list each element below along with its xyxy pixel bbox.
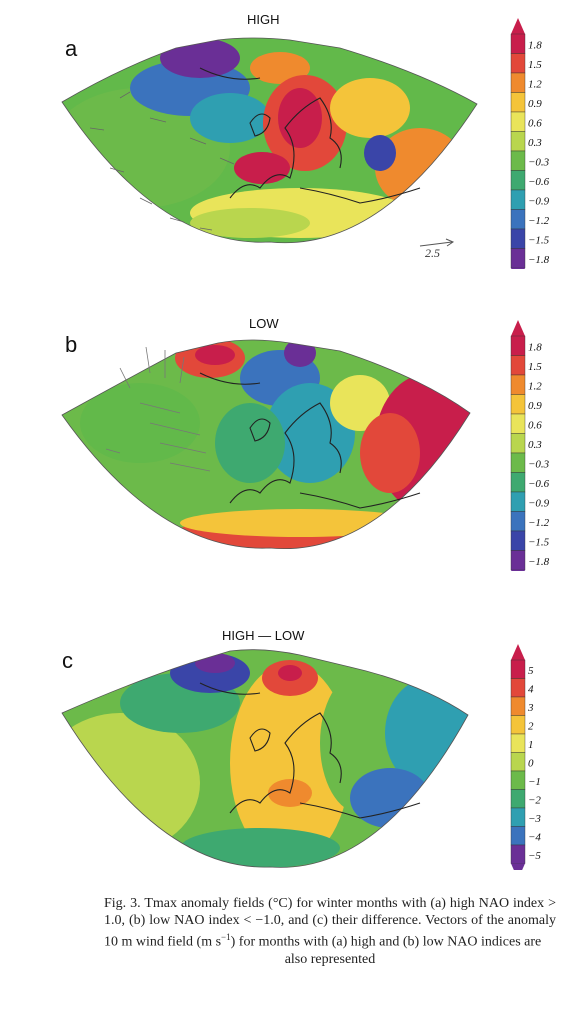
colorbar-swatch bbox=[510, 511, 526, 532]
colorbar-tick-label: 2 bbox=[528, 720, 534, 732]
colorbar-swatch bbox=[510, 189, 526, 210]
panel-a-letter: a bbox=[65, 36, 78, 61]
colorbar-top-arrow bbox=[511, 320, 525, 336]
panel-a-map bbox=[61, 37, 478, 244]
colorbar-swatch bbox=[510, 550, 526, 571]
colorbar-tick-label: 1.5 bbox=[528, 361, 542, 373]
colorbar-bottom-arrow bbox=[511, 570, 525, 571]
colorbar-tick-label: −1 bbox=[528, 776, 541, 788]
panel-a-title: HIGH bbox=[247, 12, 280, 27]
caption-rest: ) for months with (a) high and (b) low N… bbox=[230, 934, 542, 950]
colorbar-swatch bbox=[510, 826, 526, 846]
panel-a-scale-label: 2.5 bbox=[425, 246, 440, 260]
colorbar-tick-label: −4 bbox=[528, 831, 541, 843]
colorbar-tick-label: 1.5 bbox=[528, 59, 542, 71]
colorbar-swatch bbox=[510, 150, 526, 171]
colorbar-swatch bbox=[510, 659, 526, 679]
colorbar-swatch bbox=[510, 335, 526, 356]
colorbar-swatch bbox=[510, 170, 526, 191]
panel-a-scale-arrow bbox=[419, 238, 455, 247]
colorbar-swatch bbox=[510, 530, 526, 551]
colorbar-swatch bbox=[510, 394, 526, 415]
colorbar-swatch bbox=[510, 733, 526, 753]
colorbar-tick-label: 1.8 bbox=[528, 342, 542, 354]
colorbar-tick-label: −0.9 bbox=[528, 498, 550, 510]
panel-c-colorbar: 5 4 3 2 1 0 −1 −2 −3 −4 −5 bbox=[510, 644, 541, 870]
colorbar-swatch bbox=[510, 53, 526, 74]
colorbar-swatch bbox=[510, 92, 526, 113]
figure-caption: Fig. 3. Tmax anomaly fields (°C) for win… bbox=[104, 895, 556, 968]
colorbar-swatch bbox=[510, 248, 526, 269]
colorbar-swatch bbox=[510, 452, 526, 473]
colorbar-tick-label: 0.3 bbox=[528, 439, 542, 451]
colorbar-swatch bbox=[510, 33, 526, 54]
panel-c-map bbox=[61, 649, 469, 868]
colorbar-tick-label: 1.8 bbox=[528, 40, 542, 52]
panel-b-letter: b bbox=[65, 332, 78, 357]
colorbar-tick-label: −5 bbox=[528, 850, 541, 862]
colorbar-tick-label: −1.2 bbox=[528, 517, 550, 529]
colorbar-tick-label: 1.2 bbox=[528, 79, 542, 91]
colorbar-tick-label: −1.5 bbox=[528, 537, 550, 549]
panel-b-title: LOW bbox=[249, 316, 279, 331]
colorbar-swatch bbox=[510, 72, 526, 93]
colorbar-tick-label: −0.9 bbox=[528, 196, 550, 208]
colorbar-tick-label: 0.9 bbox=[528, 98, 542, 110]
colorbar-swatch bbox=[510, 472, 526, 493]
colorbar-swatch bbox=[510, 491, 526, 512]
colorbar-tick-label: −0.3 bbox=[528, 459, 550, 471]
colorbar-tick-label: −1.8 bbox=[528, 556, 550, 568]
colorbar-tick-label: −0.6 bbox=[528, 176, 550, 188]
colorbar-tick-label: −1.5 bbox=[528, 235, 550, 247]
colorbar-bottom-arrow bbox=[511, 863, 525, 870]
colorbar-top-arrow bbox=[511, 18, 525, 34]
panel-a-colorbar: 1.8 1.5 1.2 0.9 0.6 0.3 −0.3 −0.6 −0.9 −1.2 −1.5 −1… bbox=[510, 18, 550, 269]
colorbar-tick-label: 0 bbox=[528, 757, 534, 769]
colorbar-swatch bbox=[510, 209, 526, 230]
colorbar-swatch bbox=[510, 789, 526, 809]
colorbar-tick-label: 0.6 bbox=[528, 420, 542, 432]
colorbar-swatch bbox=[510, 374, 526, 395]
colorbar-tick-label: −1.8 bbox=[528, 254, 550, 266]
colorbar-tick-label: −2 bbox=[528, 794, 541, 806]
caption-last-line: also represented bbox=[284, 951, 376, 967]
colorbar-tick-label: −3 bbox=[528, 813, 541, 825]
colorbar-swatch bbox=[510, 433, 526, 454]
colorbar-tick-label: 4 bbox=[528, 683, 534, 695]
caption-superscript: −1 bbox=[221, 932, 231, 942]
colorbar-tick-label: −1.2 bbox=[528, 215, 550, 227]
colorbar-tick-label: 1.2 bbox=[528, 381, 542, 393]
colorbar-swatch bbox=[510, 844, 526, 864]
colorbar-tick-label: 5 bbox=[528, 665, 534, 677]
panel-b-map bbox=[61, 339, 471, 550]
colorbar-swatch bbox=[510, 807, 526, 827]
colorbar-tick-label: 1 bbox=[528, 739, 534, 751]
panel-c-title: HIGH — LOW bbox=[222, 628, 305, 643]
caption-main: Fig. 3. Tmax anomaly fields (°C) for win… bbox=[104, 896, 556, 950]
colorbar-bottom-arrow bbox=[511, 268, 525, 269]
colorbar-swatch bbox=[510, 355, 526, 376]
colorbar-tick-label: −0.6 bbox=[528, 478, 550, 490]
colorbar-tick-label: 0.9 bbox=[528, 400, 542, 412]
colorbar-top-arrow bbox=[511, 644, 525, 660]
colorbar-swatch bbox=[510, 696, 526, 716]
colorbar-swatch bbox=[510, 131, 526, 152]
colorbar-swatch bbox=[510, 752, 526, 772]
colorbar-swatch bbox=[510, 770, 526, 790]
colorbar-swatch bbox=[510, 413, 526, 434]
colorbar-tick-label: 0.6 bbox=[528, 118, 542, 130]
colorbar-swatch bbox=[510, 111, 526, 132]
panel-c-letter: c bbox=[62, 648, 73, 673]
colorbar-swatch bbox=[510, 228, 526, 249]
colorbar-tick-label: −0.3 bbox=[528, 157, 550, 169]
colorbar-swatch bbox=[510, 715, 526, 735]
panel-b-colorbar: 1.8 1.5 1.2 0.9 0.6 0.3 −0.3 −0.6 −0.9 −1.2 −1.5 −1… bbox=[510, 320, 550, 571]
colorbar-tick-label: 0.3 bbox=[528, 137, 542, 149]
colorbar-swatch bbox=[510, 678, 526, 698]
colorbar-tick-label: 3 bbox=[527, 702, 534, 714]
